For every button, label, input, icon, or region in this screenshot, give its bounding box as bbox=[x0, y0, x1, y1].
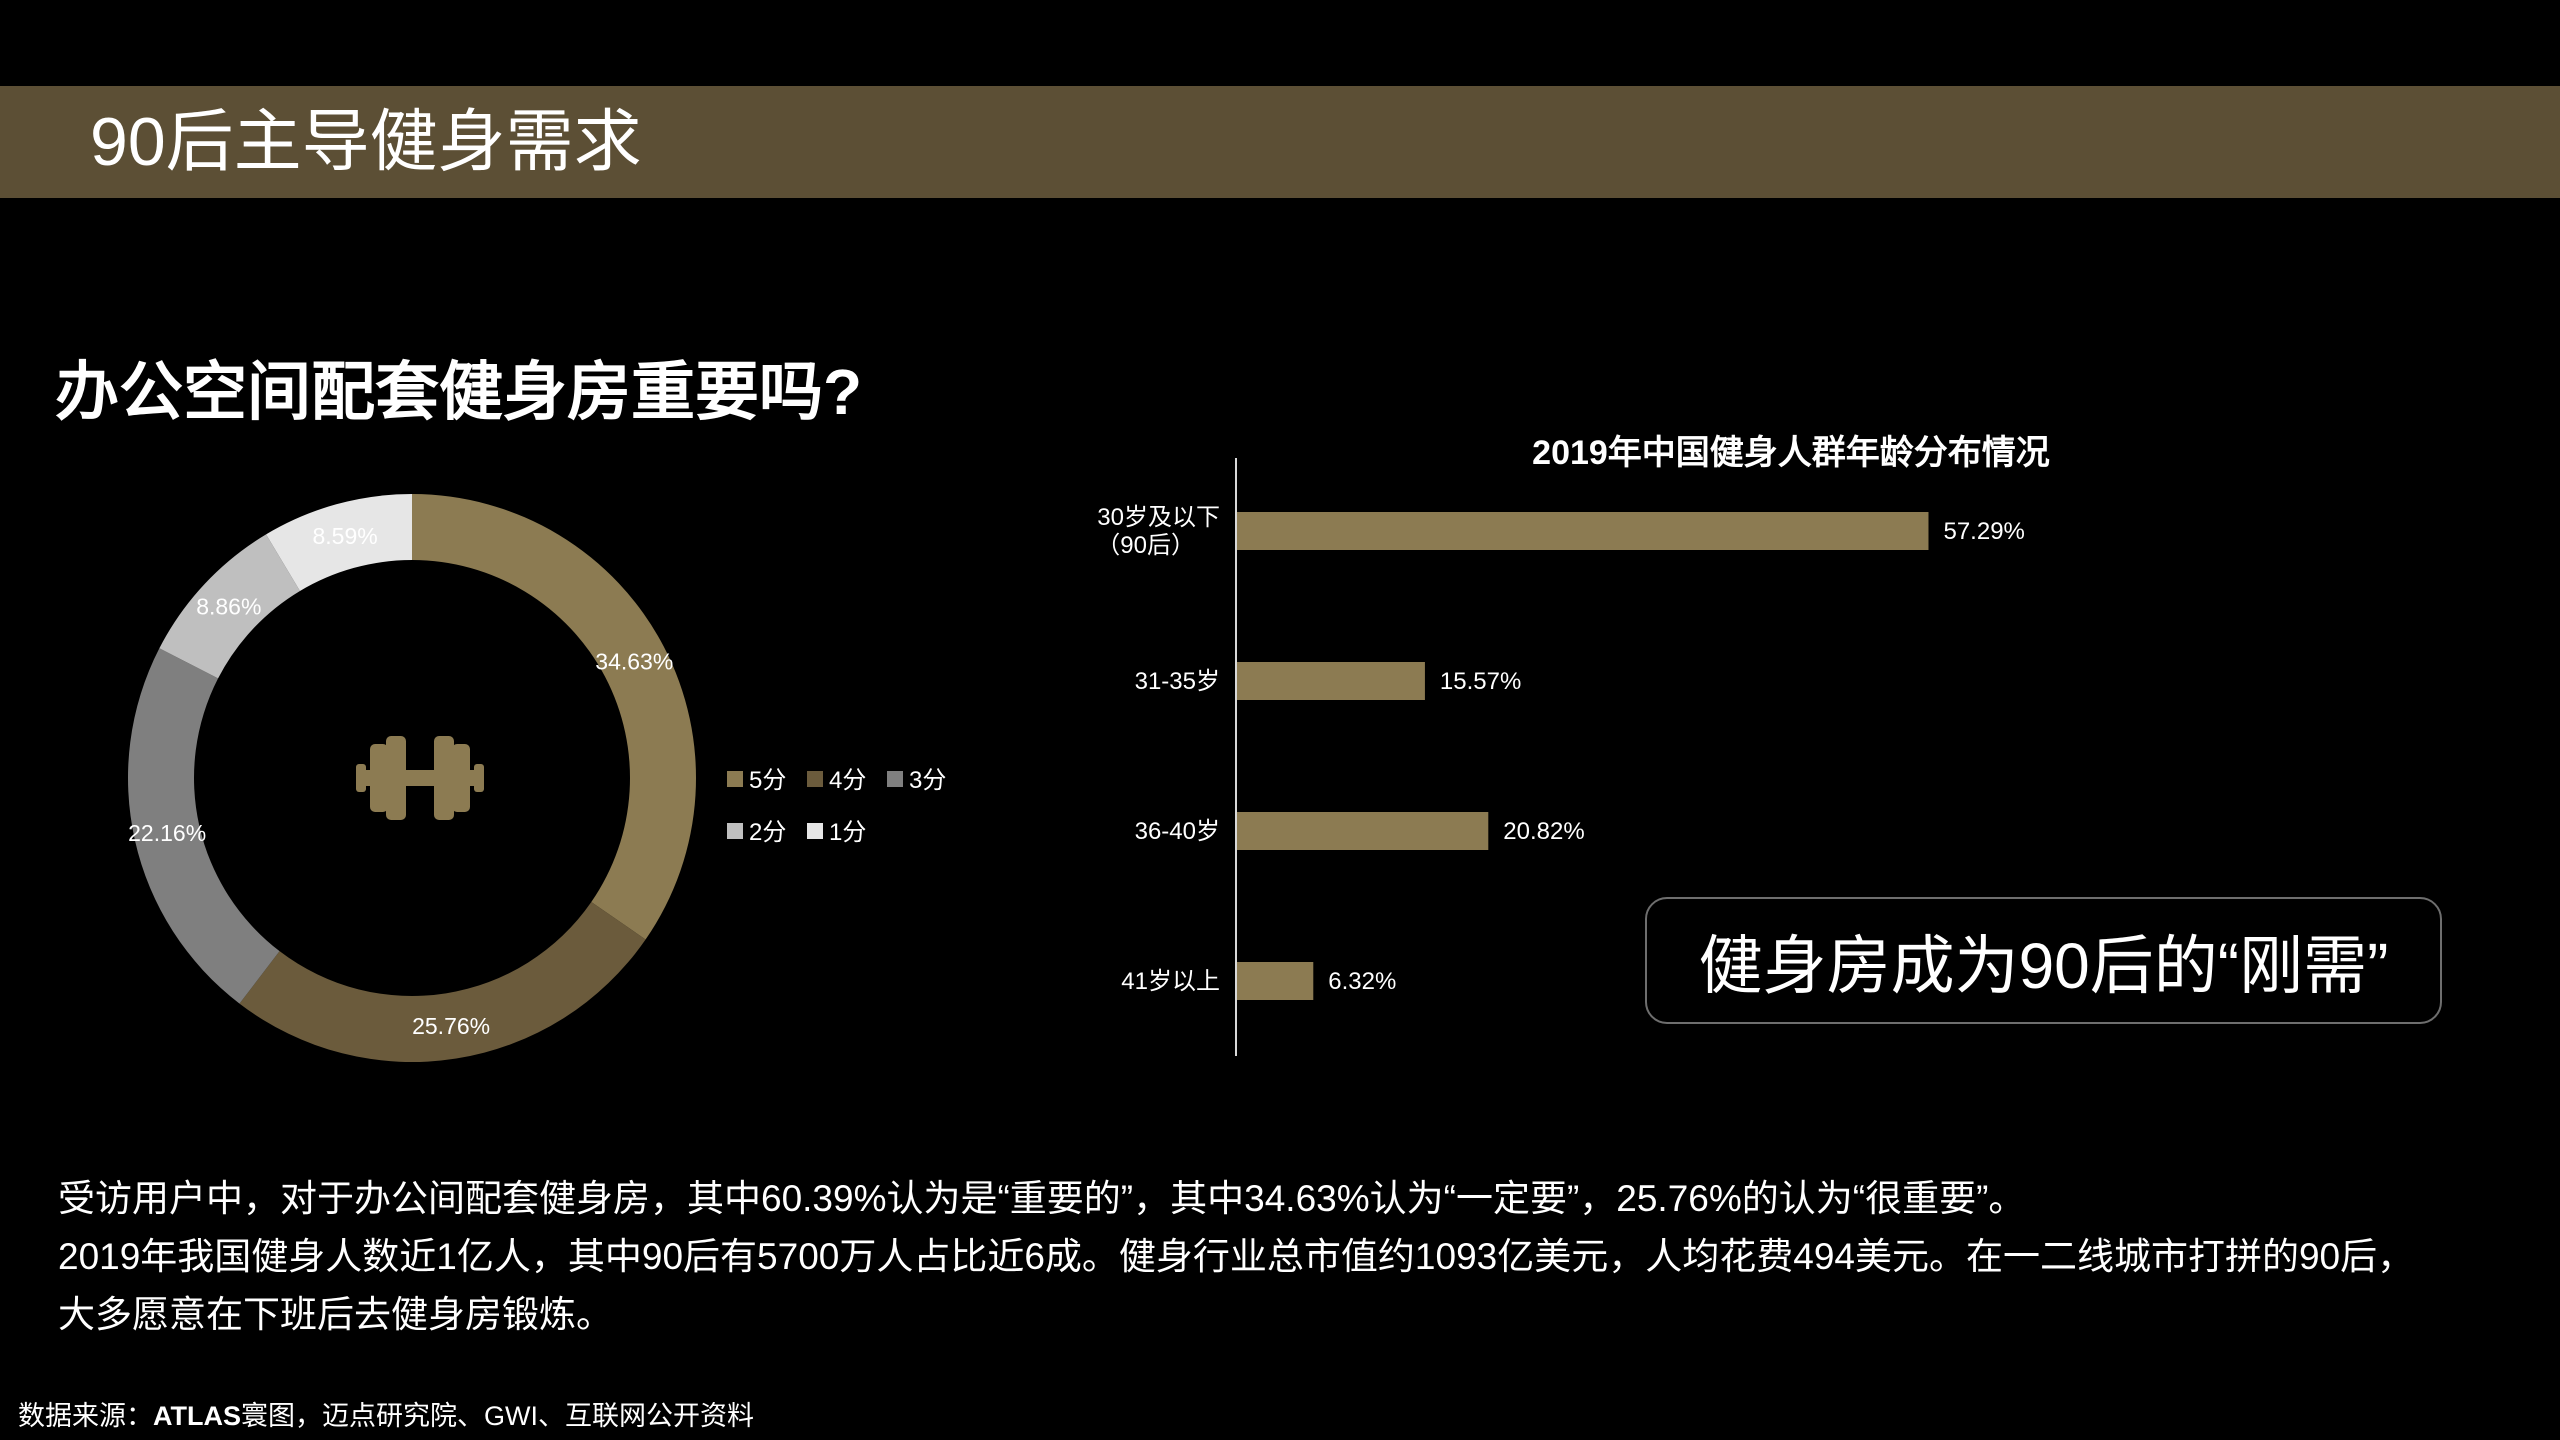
legend-swatch bbox=[807, 823, 823, 839]
donut-data-label: 34.63% bbox=[595, 648, 673, 674]
legend-swatch bbox=[727, 771, 743, 787]
legend-label: 5分 bbox=[749, 767, 786, 794]
page-title: 90后主导健身需求 bbox=[90, 104, 642, 180]
legend-swatch bbox=[887, 771, 903, 787]
bar-category-label: 41岁以上 bbox=[1121, 968, 1220, 995]
bar-data-label: 20.82% bbox=[1503, 818, 1584, 845]
legend-swatch bbox=[727, 823, 743, 839]
bar-chart-title: 2019年中国健身人群年龄分布情况 bbox=[1532, 434, 2050, 472]
body-line: 受访用户中，对于办公间配套健身房，其中60.39%认为是“重要的”，其中34.6… bbox=[58, 1178, 2026, 1219]
donut-slice bbox=[412, 494, 696, 940]
legend-label: 2分 bbox=[749, 819, 786, 846]
callout-box: 健身房成为90后的“刚需” bbox=[1645, 897, 2442, 1024]
bar-data-label: 15.57% bbox=[1440, 668, 1521, 695]
body-line: 2019年我国健身人数近1亿人，其中90后有5700万人占比近6成。健身行业总市… bbox=[58, 1236, 2415, 1277]
donut-legend: 5分 4分 3分 2分 1分 bbox=[727, 767, 946, 846]
bar-data-label: 6.32% bbox=[1328, 968, 1396, 995]
donut-data-label: 8.59% bbox=[312, 523, 377, 549]
bar bbox=[1237, 962, 1314, 1000]
legend-label: 4分 bbox=[829, 767, 866, 794]
body-paragraph: 受访用户中，对于办公间配套健身房，其中60.39%认为是“重要的”，其中34.6… bbox=[58, 1170, 2498, 1344]
callout-text: 健身房成为90后的“刚需” bbox=[1698, 929, 2389, 1002]
donut-data-label: 25.76% bbox=[412, 1013, 490, 1039]
title-banner: 90后主导健身需求 bbox=[0, 86, 2560, 198]
donut-chart: 34.63% 25.76% 22.16% 8.86% 8.59% bbox=[128, 494, 696, 1062]
age-bar-chart: 2019年中国健身人群年龄分布情况 57.29% 30岁及以下（90后） 15.57%… bbox=[1096, 434, 2050, 1056]
data-source: 数据来源：ATLAS寰图，迈点研究院、GWI、互联网公开资料 bbox=[18, 1398, 754, 1434]
bar bbox=[1237, 812, 1489, 850]
legend-label: 1分 bbox=[829, 819, 866, 846]
dumbbell-icon bbox=[356, 736, 484, 820]
bar-category-label: 36-40岁 bbox=[1135, 818, 1220, 845]
bar-category-label: 30岁及以下 bbox=[1097, 504, 1220, 531]
source-label: 数据来源： bbox=[18, 1401, 153, 1431]
bar-data-label: 57.29% bbox=[1943, 518, 2024, 545]
legend-swatch bbox=[807, 771, 823, 787]
donut-slice bbox=[128, 648, 280, 1004]
donut-data-label: 8.86% bbox=[196, 593, 261, 619]
section-question: 办公空间配套健身房重要吗? bbox=[55, 356, 863, 428]
body-line: 大多愿意在下班后去健身房锻炼。 bbox=[58, 1294, 613, 1335]
source-text: 寰图，迈点研究院、GWI、互联网公开资料 bbox=[241, 1401, 754, 1431]
bar-category-label: （90后） bbox=[1096, 532, 1195, 559]
donut-slice bbox=[239, 902, 646, 1062]
donut-slice bbox=[266, 494, 412, 591]
donut-slice bbox=[159, 534, 300, 679]
donut-data-label: 22.16% bbox=[128, 820, 206, 846]
bar-category-label: 31-35岁 bbox=[1135, 668, 1220, 695]
bar bbox=[1237, 512, 1929, 550]
source-brand: ATLAS bbox=[153, 1401, 241, 1431]
bar bbox=[1237, 662, 1425, 700]
legend-label: 3分 bbox=[909, 767, 946, 794]
